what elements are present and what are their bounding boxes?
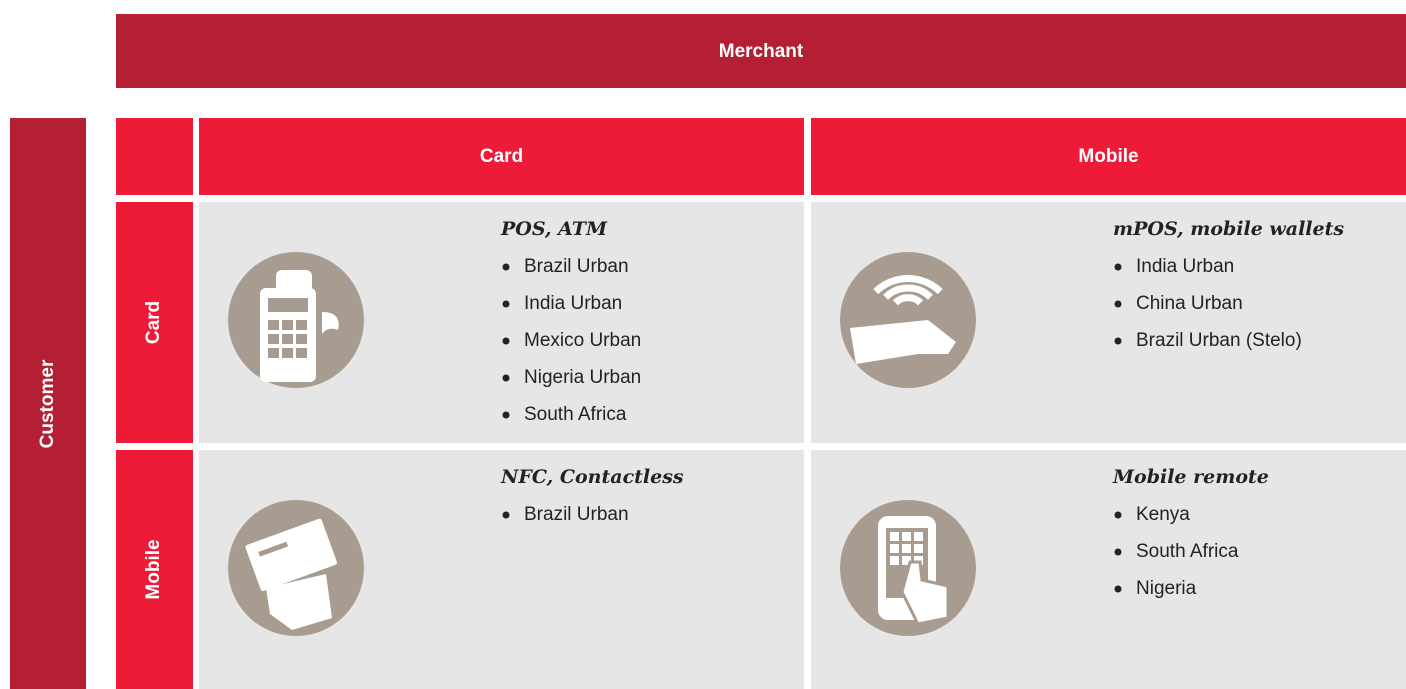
wave (883, 284, 933, 300)
bullet (1114, 300, 1122, 308)
wave (892, 294, 924, 306)
terminal-key (268, 334, 279, 344)
phone-key (890, 544, 899, 553)
bullet (502, 300, 510, 308)
wave (873, 275, 943, 295)
row-label: Card (143, 301, 164, 344)
bullet (1114, 585, 1122, 593)
bullet (1114, 263, 1122, 271)
phone-key (914, 544, 923, 553)
bullet (1114, 511, 1122, 519)
cell-title: NFC, Contactless (500, 466, 684, 488)
terminal-key (268, 348, 279, 358)
customer-bar (10, 118, 86, 689)
terminal-key (296, 348, 307, 358)
icon (840, 252, 976, 388)
bullet (502, 337, 510, 345)
cell-item: Nigeria (1136, 578, 1197, 599)
column-header (811, 118, 1406, 195)
cell-item: India Urban (524, 293, 622, 314)
cell-item: China Urban (1136, 293, 1243, 314)
cell-item: Nigeria Urban (524, 367, 641, 388)
merchant-label: Merchant (719, 41, 804, 62)
row-label: Mobile (143, 539, 164, 599)
phone-key (902, 544, 911, 553)
terminal-key (268, 320, 279, 330)
column-header (199, 118, 804, 195)
icon-circle (840, 252, 976, 388)
cell-item: Mexico Urban (524, 330, 641, 351)
cell-item: Brazil Urban (524, 256, 629, 277)
phone-key (890, 532, 899, 541)
terminal-card (322, 312, 339, 334)
row-header (116, 450, 193, 689)
terminal-key (282, 320, 293, 330)
icon (228, 252, 364, 388)
cell-item: Brazil Urban (524, 504, 629, 525)
phone-key (890, 556, 899, 565)
phone-key (902, 556, 911, 565)
terminal-key (296, 334, 307, 344)
row-header (116, 202, 193, 443)
terminal-key (282, 334, 293, 344)
bullet (502, 511, 510, 519)
bullet (502, 263, 510, 271)
bullet (1114, 337, 1122, 345)
terminal-key (282, 348, 293, 358)
card (242, 515, 340, 595)
card-stripe (258, 541, 289, 557)
cell-item: South Africa (524, 404, 627, 425)
cell-item: Kenya (1136, 504, 1190, 525)
cell-item: Brazil Urban (Stelo) (1136, 330, 1302, 351)
bullet (502, 374, 510, 382)
phone-key (914, 532, 923, 541)
cell-item: India Urban (1136, 256, 1234, 277)
terminal-screen (268, 298, 308, 312)
icon (840, 500, 976, 636)
arm (850, 320, 956, 364)
bullet (502, 411, 510, 419)
cell-title: mPOS, mobile wallets (1113, 218, 1344, 240)
cell-item: South Africa (1136, 541, 1239, 562)
cell-title: POS, ATM (500, 218, 608, 240)
cell-title: Mobile remote (1112, 466, 1269, 488)
finger (900, 560, 950, 626)
phone-key (902, 532, 911, 541)
icon (228, 500, 364, 636)
merchant-bar (116, 14, 1406, 88)
column-label: Card (480, 146, 523, 167)
hand (266, 574, 332, 630)
customer-label: Customer (37, 359, 58, 448)
terminal-key (296, 320, 307, 330)
bullet (1114, 548, 1122, 556)
column-label: Mobile (1078, 146, 1138, 167)
corner-cell (116, 118, 193, 195)
